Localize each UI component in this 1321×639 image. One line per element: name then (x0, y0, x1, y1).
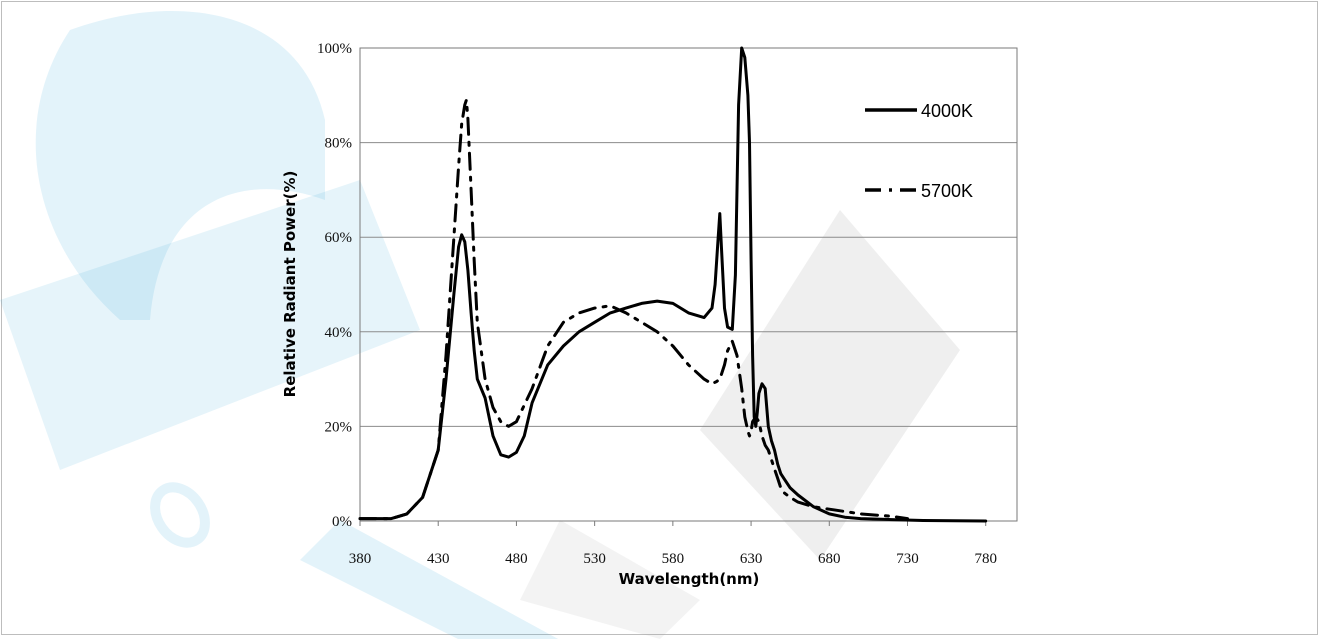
x-tick-label: 380 (349, 551, 372, 567)
watermark-blue-slash (300, 520, 559, 639)
watermark-blue-band (0, 180, 420, 470)
y-axis-title: Relative Radiant Power(%) (281, 171, 299, 398)
y-tick-label: 40% (325, 325, 353, 341)
series-line-4000k (358, 46, 988, 523)
y-tick-label: 0% (332, 514, 352, 530)
series-lines (358, 46, 988, 523)
x-tick-label: 430 (427, 551, 450, 567)
legend: 4000K 5700K (865, 101, 973, 201)
x-tick-label: 530 (583, 551, 606, 567)
x-tick-label: 630 (740, 551, 763, 567)
watermark-logo (0, 10, 960, 639)
x-tick-label: 680 (818, 551, 841, 567)
watermark-blue-arc (35, 10, 326, 320)
legend-label-5700k: 5700K (921, 181, 973, 201)
x-tick-label: 480 (505, 551, 528, 567)
legend-label-4000k: 4000K (921, 101, 973, 121)
plot-area (359, 47, 1018, 522)
x-tick-label: 780 (974, 551, 997, 567)
gridlines (360, 142, 1017, 427)
series-line-5700k (358, 98, 909, 521)
y-tick-label: 60% (325, 230, 353, 246)
x-tick-label: 580 (662, 551, 685, 567)
y-tick-label: 20% (325, 419, 353, 435)
watermark-blue-dot (150, 482, 210, 548)
watermark-gray-slash (700, 210, 960, 560)
x-tick-label: 730 (896, 551, 919, 567)
y-tick-labels: 0% 20% 40% 60% 80% 100% (317, 41, 352, 530)
x-axis-title: Wavelength(nm) (619, 570, 760, 588)
plot-border (359, 47, 1018, 522)
y-tick-label: 80% (325, 136, 353, 152)
watermark-gray-bar (520, 520, 700, 639)
y-tick-label: 100% (317, 41, 352, 57)
x-tick-labels: 380 430 480 530 580 630 680 730 780 (349, 521, 997, 567)
